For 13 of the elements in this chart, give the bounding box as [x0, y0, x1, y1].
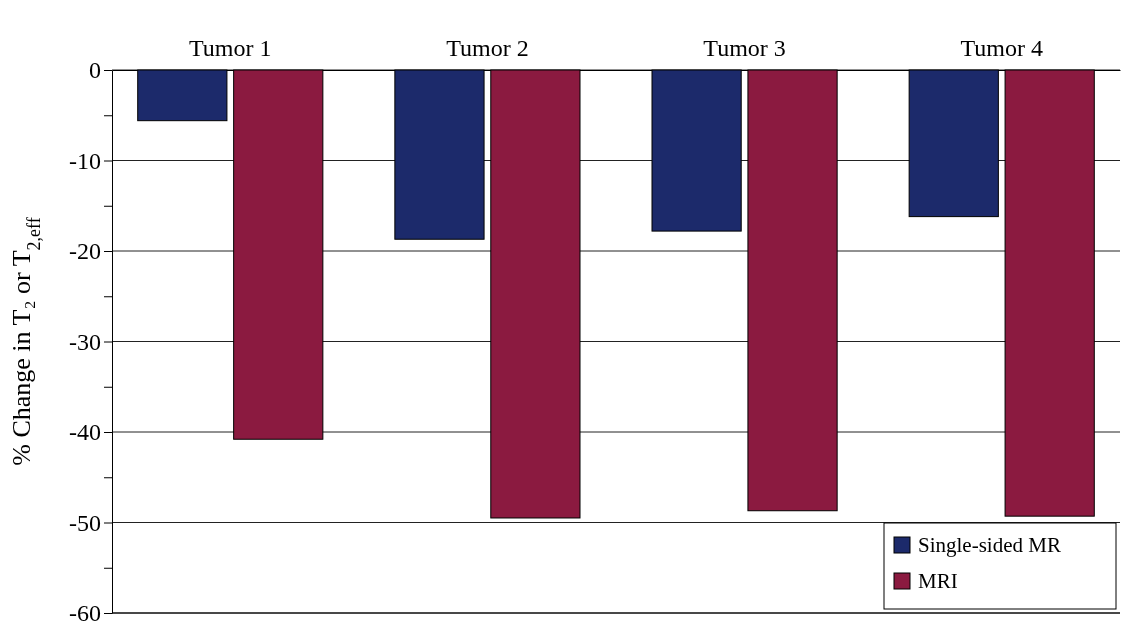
- y-tick-label: -40: [69, 419, 101, 446]
- x-tick-label: Tumor 1: [189, 35, 272, 61]
- legend-label: MRI: [918, 569, 958, 593]
- x-tick-label: Tumor 4: [960, 35, 1043, 61]
- x-tick-label: Tumor 3: [703, 35, 786, 61]
- legend-label: Single-sided MR: [918, 533, 1061, 557]
- y-tick-label: -30: [69, 328, 101, 355]
- y-tick-label: -10: [69, 147, 101, 174]
- y-tick-label: 0: [89, 57, 101, 84]
- y-tick-label: -20: [69, 238, 101, 265]
- y-tick-label: -50: [69, 509, 101, 536]
- y-tick-label: -60: [69, 600, 101, 627]
- x-tick-label: Tumor 2: [446, 35, 529, 61]
